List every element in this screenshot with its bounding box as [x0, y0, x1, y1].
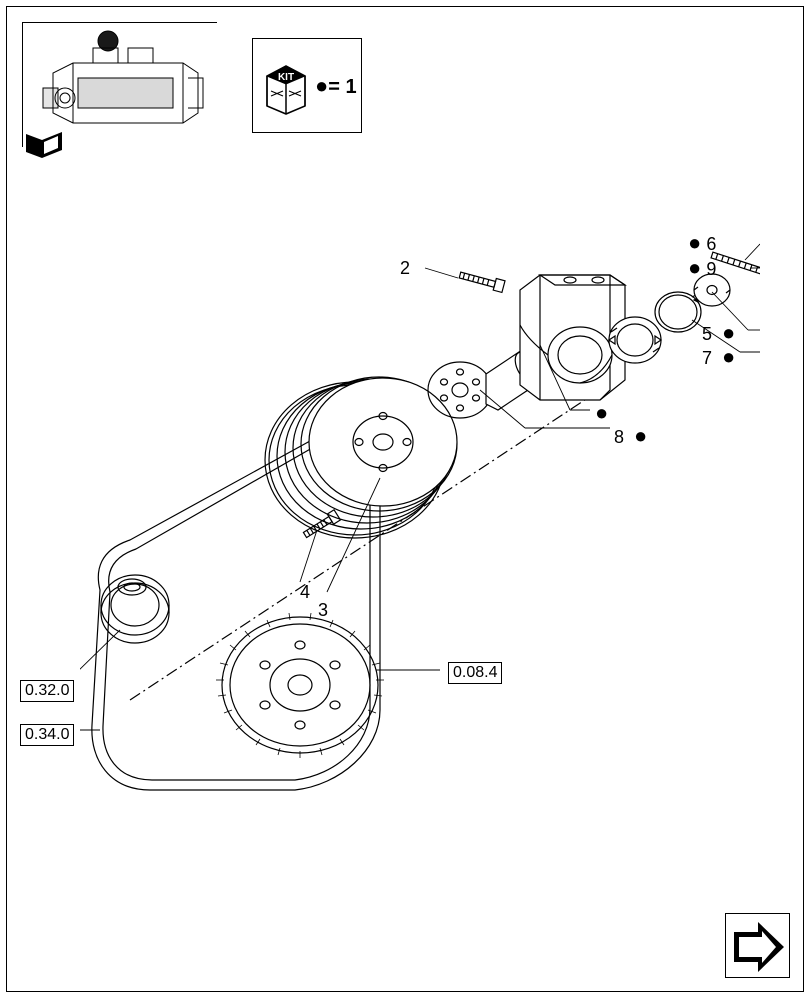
callout-8-bracket: ● [595, 400, 608, 426]
callout-3: 3 [318, 600, 328, 621]
kit-equals-value: = 1 [328, 76, 356, 98]
kit-equals-label: ●= 1 [315, 73, 357, 99]
ref-0-34-0: 0.34.0 [20, 724, 74, 746]
ref-0-08-4: 0.08.4 [448, 662, 502, 684]
ref-0-32-0: 0.32.0 [20, 680, 74, 702]
next-page-button[interactable] [725, 913, 790, 978]
callout-9: ● 9 [688, 255, 716, 281]
svg-text:KIT: KIT [278, 72, 294, 83]
small-pulley [101, 575, 169, 643]
engine-thumbnail [22, 22, 217, 147]
manual-icon [24, 130, 64, 160]
callout-7: 7 ● [702, 344, 735, 370]
callout-6: ● 6 [688, 230, 716, 256]
callout-5: 5 ● [702, 320, 735, 346]
callout-8: 8 ● [614, 423, 647, 449]
callout-2: 2 [400, 258, 410, 279]
snap-ring [655, 292, 701, 332]
kit-legend: KIT ●= 1 [252, 38, 362, 133]
screw-2 [458, 269, 505, 292]
crank-damper [216, 613, 384, 758]
bearing [609, 317, 661, 363]
exploded-diagram [80, 230, 760, 850]
fan-pulley [265, 377, 457, 538]
kit-icon: KIT [263, 56, 309, 116]
arrow-right-icon [726, 914, 789, 977]
callout-4: 4 [300, 582, 310, 603]
